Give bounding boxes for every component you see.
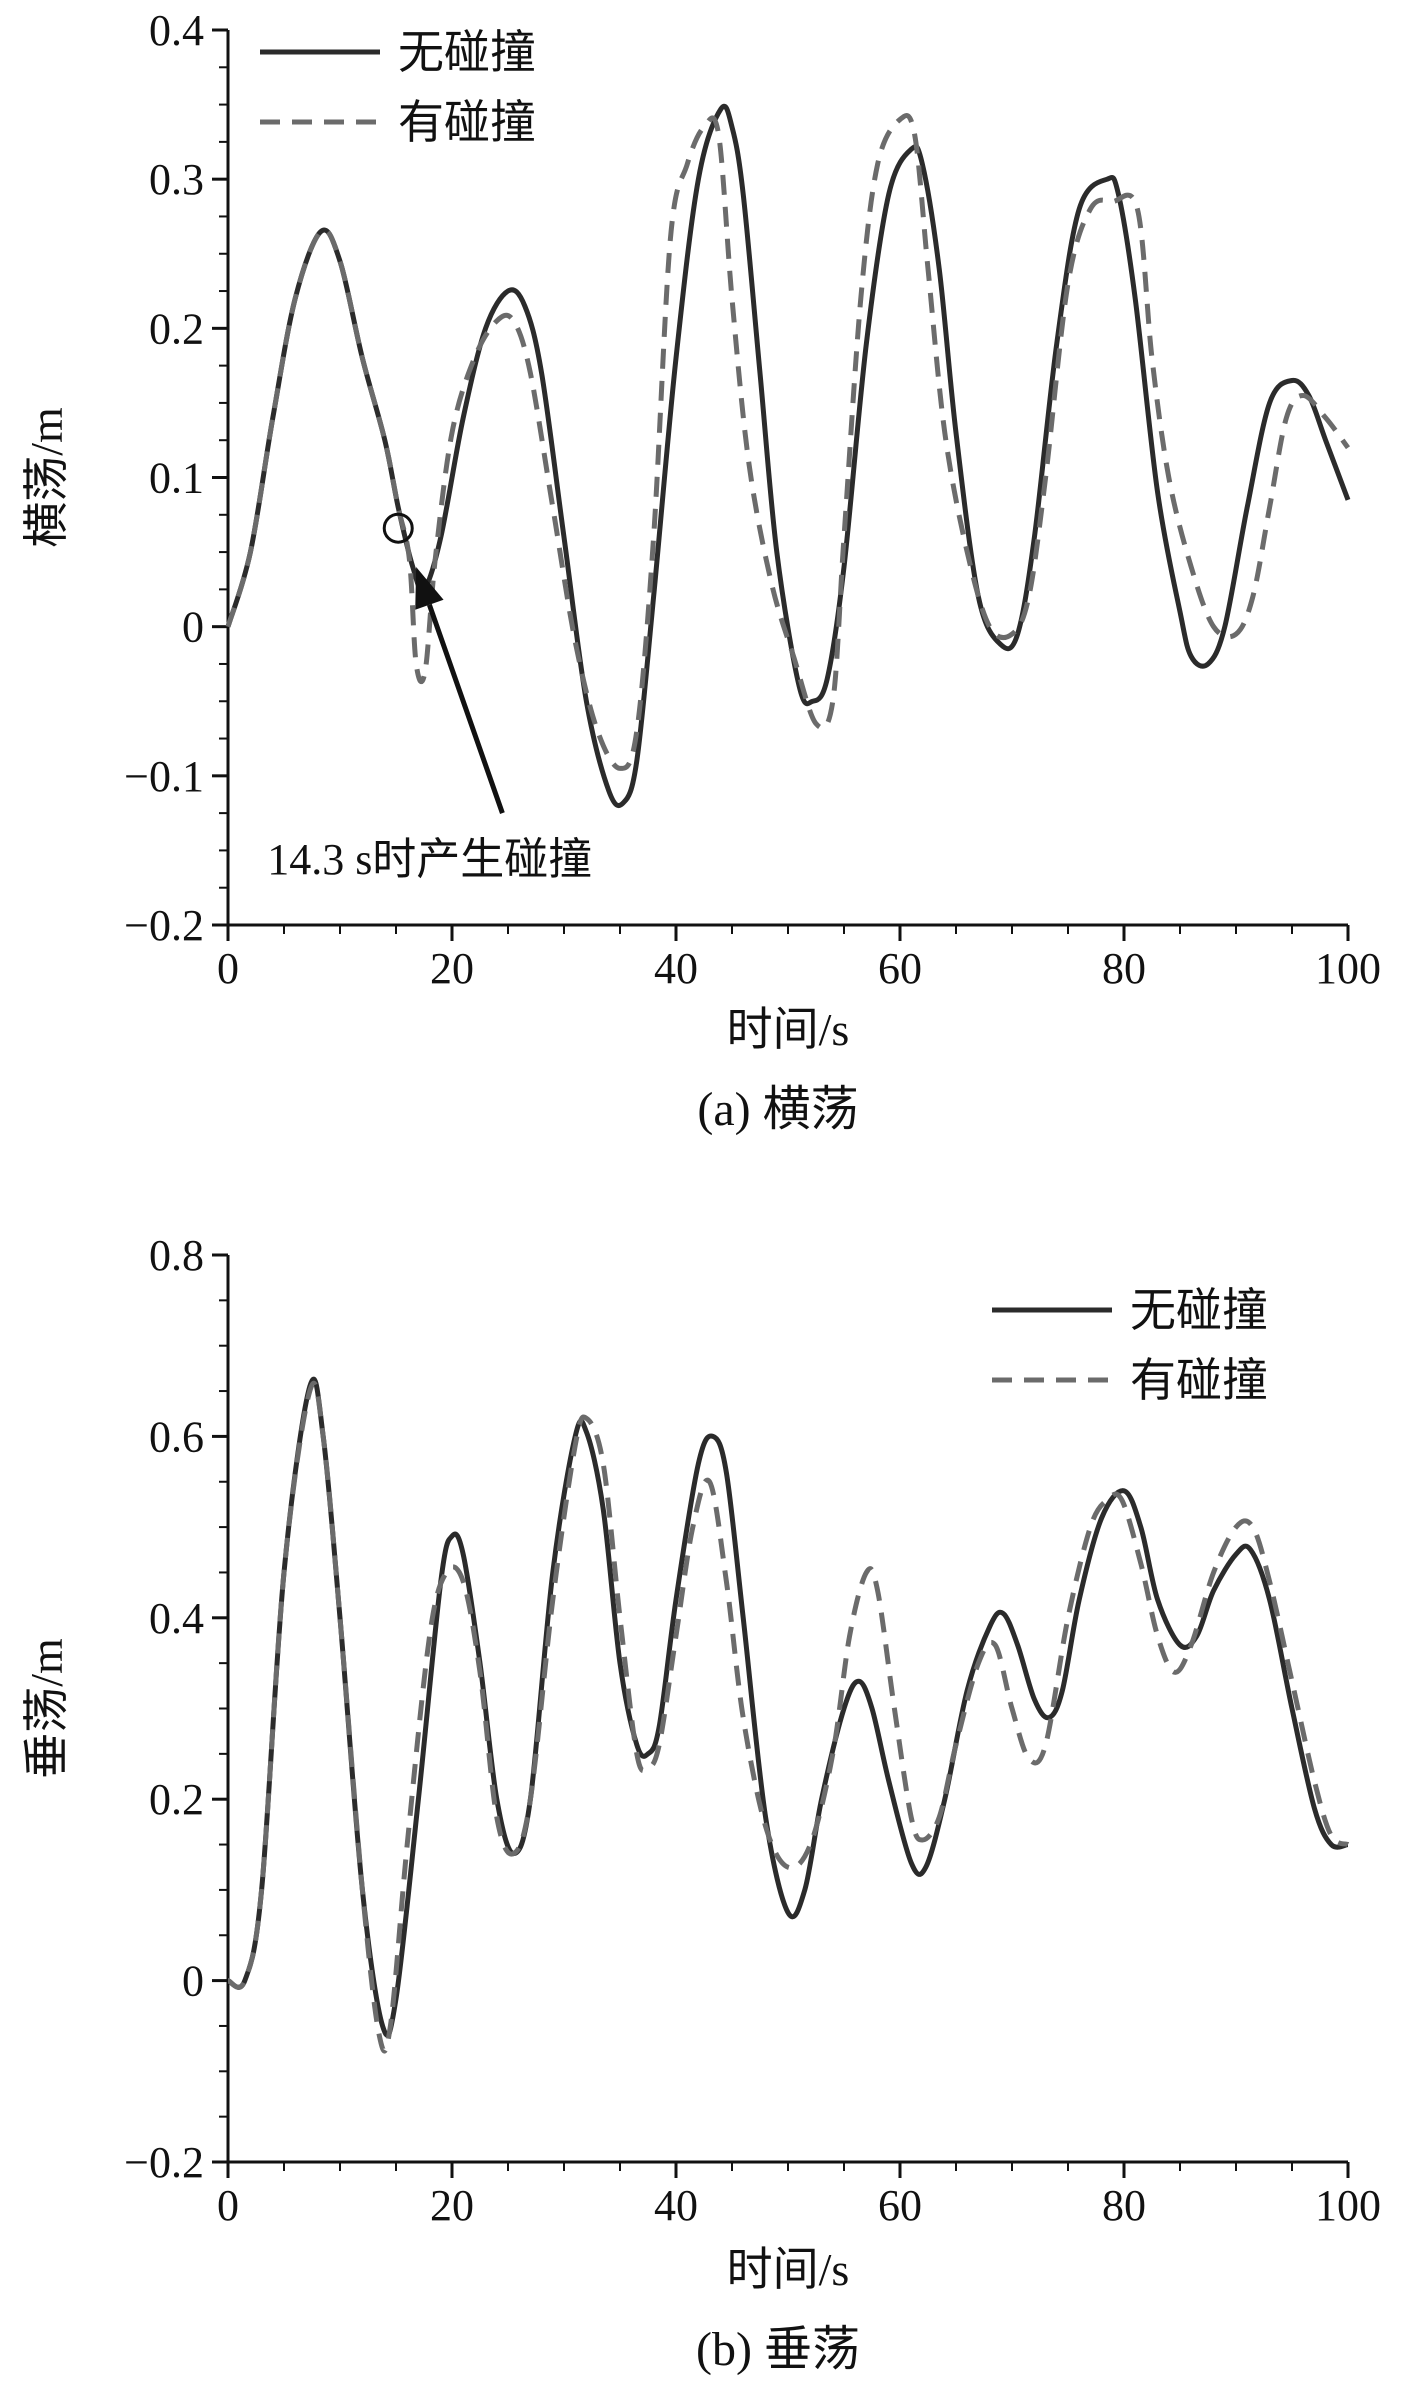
- legend-label-with-collision: 有碰撞: [1130, 1355, 1268, 1406]
- y-tick-label: 0.4: [149, 6, 204, 55]
- y-tick-label: 0.6: [149, 1412, 204, 1461]
- x-axis-label: 时间/s: [727, 1004, 850, 1055]
- x-tick-label: 100: [1315, 2181, 1381, 2230]
- axes: [212, 28, 1350, 941]
- legend-label-with-collision: 有碰撞: [398, 97, 536, 148]
- y-tick-label: 0.4: [149, 1594, 204, 1643]
- chart-caption: (a) 横荡: [697, 1083, 858, 1136]
- x-tick-label: 20: [430, 2181, 474, 2230]
- x-tick-label: 80: [1102, 2181, 1146, 2230]
- y-tick-label: 0.3: [149, 155, 204, 204]
- axes: [212, 1253, 1350, 2178]
- series-line-no-collision: [226, 1376, 1349, 2038]
- legend-label-no-collision: 无碰撞: [398, 27, 536, 78]
- y-tick-label: 0.2: [149, 304, 204, 353]
- y-axis-label: 横荡/m: [21, 407, 72, 548]
- collision-annotation: 14.3 s时产生碰撞: [267, 512, 592, 884]
- annotation-text: 14.3 s时产生碰撞: [267, 835, 592, 884]
- chart-panel-heave: 0 20 40 60 80 100−0.200.20.40.60.8 时间/s 垂荡/m …: [21, 1231, 1381, 2376]
- series-line-with-collision: [225, 113, 1351, 771]
- x-tick-label: 20: [430, 944, 474, 993]
- x-tick-label: 60: [878, 944, 922, 993]
- y-tick-label: −0.2: [124, 2138, 204, 2187]
- y-tick-label: 0: [182, 603, 204, 652]
- series-line-with-collision: [226, 1380, 1350, 2054]
- collision-marker: [382, 512, 414, 544]
- x-tick-label: 40: [654, 944, 698, 993]
- x-tick-label: 0: [217, 944, 239, 993]
- y-tick-label: −0.1: [124, 752, 204, 801]
- series-line-no-collision: [225, 103, 1351, 809]
- x-tick-label: 0: [217, 2181, 239, 2230]
- tick-labels: 0 20 40 60 80 100 −0.2 0 0.2 0.4 0.6 0.8: [124, 1231, 1381, 2230]
- x-axis-label: 时间/s: [727, 2244, 850, 2295]
- y-axis-label: 垂荡/m: [21, 1638, 72, 1779]
- x-tick-label: 80: [1102, 944, 1146, 993]
- series-group: [225, 103, 1351, 809]
- y-tick-label: 0: [182, 1957, 204, 2006]
- chart-caption: (b) 垂荡: [696, 2323, 860, 2376]
- x-tick-label: 60: [878, 2181, 922, 2230]
- annotation-arrowhead: [415, 567, 444, 610]
- legend: 无碰撞 有碰撞: [992, 1285, 1268, 1406]
- series-group: [226, 1376, 1350, 2054]
- y-tick-label: 0.1: [149, 454, 204, 503]
- y-tick-label: −0.2: [124, 901, 204, 950]
- tick-labels: 0 20 40 60 80 100 −0.2 −0.1 0 0.1 0.2 0.3 0.4: [124, 6, 1381, 993]
- x-tick-label: 40: [654, 2181, 698, 2230]
- y-tick-label: 0.2: [149, 1775, 204, 1824]
- x-tick-label: 100: [1315, 944, 1381, 993]
- chart-panel-sway: 0 20 40 60 80 100 −0.2 −0.1 0 0.1 0.2 0.3 0.4 时间/s 横…: [21, 6, 1381, 1136]
- y-tick-label: 0.8: [149, 1231, 204, 1280]
- legend: 无碰撞 有碰撞: [260, 27, 536, 148]
- legend-label-no-collision: 无碰撞: [1130, 1285, 1268, 1336]
- annotation-arrow: [427, 603, 505, 814]
